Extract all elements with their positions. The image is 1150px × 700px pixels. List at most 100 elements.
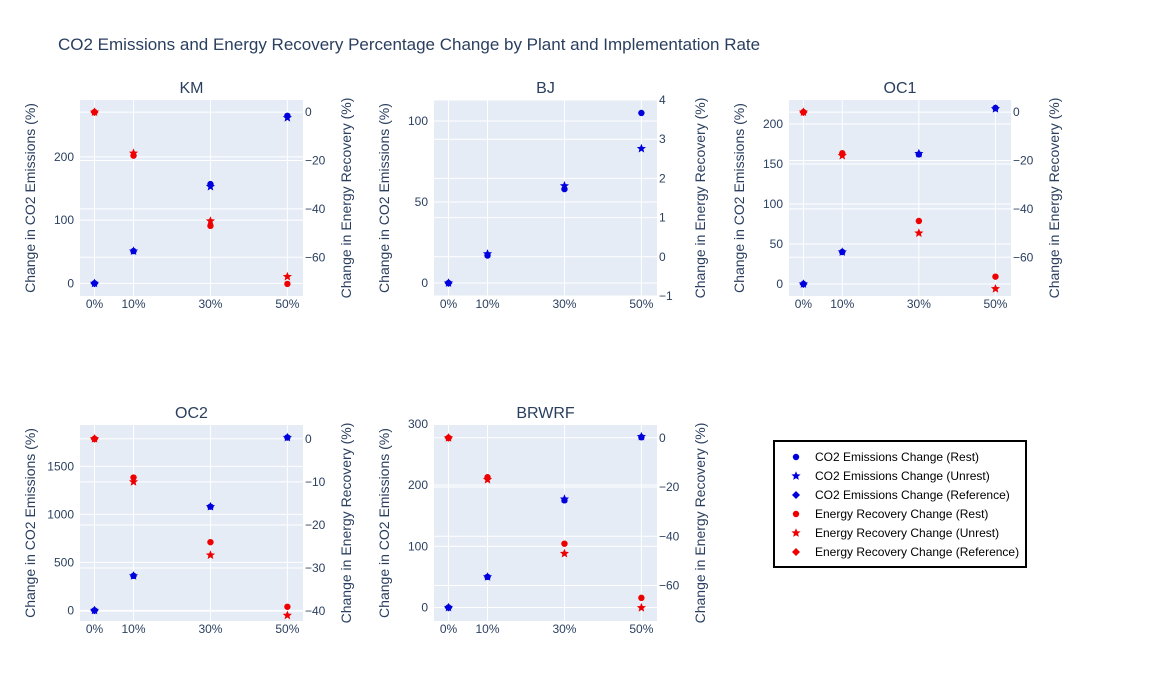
y-left-tick-label: 0 xyxy=(67,276,74,290)
legend-label: Energy Recovery Change (Unrest) xyxy=(815,526,999,540)
co2-unrest-point xyxy=(128,246,139,255)
legend-item[interactable]: Energy Recovery Change (Reference) xyxy=(792,545,1019,559)
energy-unrest-point xyxy=(636,602,646,612)
energy-rest-point xyxy=(992,273,999,280)
legend-label: CO2 Emissions Change (Rest) xyxy=(815,450,979,464)
x-tick-label: 30% xyxy=(552,297,576,311)
y-left-tick-label: 1000 xyxy=(47,507,74,521)
co2-unrest-point xyxy=(990,104,1001,113)
energy-reference-point xyxy=(90,108,99,117)
legend-item[interactable]: Energy Recovery Change (Rest) xyxy=(792,507,989,521)
legend-marker xyxy=(792,453,800,461)
co2-unrest-point xyxy=(482,572,493,581)
legend-label: Energy Recovery Change (Reference) xyxy=(815,545,1019,559)
y-right-tick-label: 0 xyxy=(1013,105,1020,119)
y-right-tick-label: 0 xyxy=(305,105,312,119)
subplot-title: OC1 xyxy=(884,80,917,97)
co2-unrest-point xyxy=(282,112,292,122)
x-tick-label: 50% xyxy=(275,622,299,636)
y-left-axis-title: Change in CO2 Emissions (%) xyxy=(22,428,38,618)
subplot-oc2: 0% 10% 30% 50% 0 500 1000 1500 0 −10 −20 −30 −40 OC2 C… xyxy=(22,405,354,636)
y-right-tick-label: −60 xyxy=(305,250,326,264)
plot-area xyxy=(434,425,657,621)
energy-unrest-point xyxy=(914,228,924,237)
x-tick-label: 50% xyxy=(983,297,1007,311)
energy-rest-point xyxy=(207,222,214,230)
x-tick-label: 10% xyxy=(476,297,500,311)
y-right-tick-label: 2 xyxy=(659,171,666,185)
energy-reference-point xyxy=(444,433,453,442)
y-left-axis-title: Change in CO2 Emissions (%) xyxy=(376,428,392,618)
x-tick-label: 0% xyxy=(440,297,458,311)
legend-marker xyxy=(792,548,800,556)
energy-reference-point xyxy=(90,434,99,443)
y-right-tick-label: 0 xyxy=(305,432,312,446)
subplot-km: 0% 10% 30% 50% 0 100 200 0 −20 −40 −60 KM Change in … xyxy=(22,80,354,311)
subplot-title: OC2 xyxy=(175,405,208,422)
y-right-tick-label: −40 xyxy=(1013,202,1034,216)
co2-reference-point xyxy=(444,603,453,612)
plot-area xyxy=(80,100,303,296)
legend-marker xyxy=(791,471,801,480)
y-right-axis-title: Change in Energy Recovery (%) xyxy=(692,423,708,624)
legend-item[interactable]: CO2 Emissions Change (Unrest) xyxy=(791,469,990,483)
legend-item[interactable]: CO2 Emissions Change (Reference) xyxy=(792,488,1010,502)
energy-reference-point xyxy=(799,108,808,117)
energy-unrest-point xyxy=(559,548,570,558)
energy-rest-point xyxy=(207,538,214,546)
legend-item[interactable]: Energy Recovery Change (Unrest) xyxy=(791,526,999,540)
x-tick-label: 10% xyxy=(122,622,146,636)
y-right-axis-title: Change in Energy Recovery (%) xyxy=(338,98,354,299)
subplot-title: BJ xyxy=(536,80,555,97)
co2-unrest-point xyxy=(128,571,139,580)
y-left-tick-label: 50 xyxy=(415,195,429,209)
co2-unrest-point xyxy=(282,432,292,442)
subplot-brwrf: 0% 10% 30% 50% 0 100 200 300 0 −20 −40 −60 BRWRF Chan… xyxy=(376,405,708,636)
energy-unrest-point xyxy=(482,474,493,484)
legend-box xyxy=(773,440,1027,568)
y-right-tick-label: −20 xyxy=(305,518,326,532)
co2-rest-point xyxy=(638,109,645,117)
y-left-tick-label: 100 xyxy=(408,539,428,553)
legend-item[interactable]: CO2 Emissions Change (Rest) xyxy=(792,450,979,464)
energy-rest-point xyxy=(284,280,291,288)
co2-unrest-point xyxy=(636,431,646,441)
co2-unrest-point xyxy=(559,494,570,503)
y-left-tick-label: 200 xyxy=(54,150,74,164)
y-right-tick-label: −40 xyxy=(305,604,326,618)
energy-unrest-point xyxy=(128,148,139,158)
y-left-axis-title: Change in CO2 Emissions (%) xyxy=(22,103,38,293)
subplot-title: BRWRF xyxy=(516,405,575,422)
legend-marker xyxy=(791,528,801,537)
co2-unrest-point xyxy=(559,181,570,190)
x-tick-label: 10% xyxy=(830,297,854,311)
y-left-axis-title: Change in CO2 Emissions (%) xyxy=(731,103,747,293)
y-right-tick-label: −40 xyxy=(305,202,326,216)
x-tick-label: 30% xyxy=(198,622,222,636)
energy-unrest-point xyxy=(282,271,292,281)
y-left-tick-label: 100 xyxy=(763,197,783,211)
y-left-tick-label: 200 xyxy=(408,478,428,492)
y-right-tick-label: 0 xyxy=(659,431,666,445)
y-left-axis-title: Change in CO2 Emissions (%) xyxy=(376,103,392,293)
energy-rest-point xyxy=(284,603,291,610)
co2-unrest-point xyxy=(837,247,847,256)
co2-reference-point xyxy=(444,279,453,288)
co2-unrest-point xyxy=(205,181,216,191)
x-tick-label: 0% xyxy=(86,297,104,311)
plot-area xyxy=(789,100,1011,296)
y-left-tick-label: 0 xyxy=(67,603,74,617)
legend-marker xyxy=(792,491,800,499)
y-right-tick-label: −10 xyxy=(305,475,326,489)
y-left-tick-label: 100 xyxy=(408,114,428,128)
x-tick-label: 10% xyxy=(476,622,500,636)
y-right-tick-label: 0 xyxy=(659,250,666,264)
energy-rest-point xyxy=(915,217,923,225)
y-right-tick-label: 3 xyxy=(659,132,666,146)
subplot-oc1: 0% 10% 30% 50% 0 50 100 150 200 0 −20 −40 −60 OC1 Chan… xyxy=(731,80,1062,311)
energy-unrest-point xyxy=(282,610,292,620)
y-left-tick-label: 0 xyxy=(776,277,783,291)
co2-reference-point xyxy=(90,279,99,288)
x-tick-label: 0% xyxy=(440,622,458,636)
x-tick-label: 50% xyxy=(275,297,299,311)
